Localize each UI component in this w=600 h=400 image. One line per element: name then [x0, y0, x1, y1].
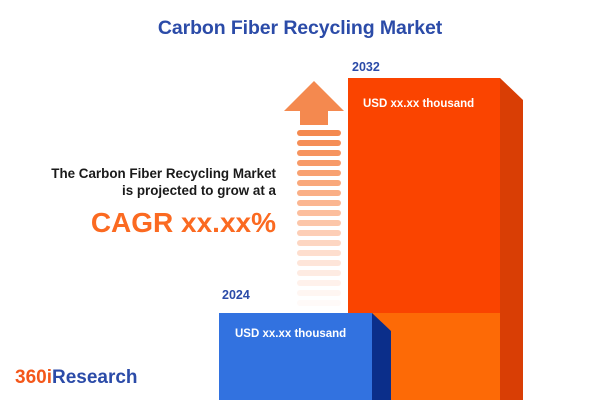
bar-2032-year-label: 2032	[352, 60, 380, 74]
bar-2024	[219, 313, 372, 400]
logo-prefix: 360i	[15, 367, 52, 388]
arrow-stripe	[297, 270, 341, 276]
arrow-stripe	[297, 170, 341, 176]
bar-2024-value-label: USD xx.xx thousand	[235, 328, 347, 340]
bar-2032-side-face	[500, 78, 523, 400]
page-title: Carbon Fiber Recycling Market	[157, 17, 443, 39]
arrow-stripe	[297, 220, 341, 226]
arrow-stripe	[297, 160, 341, 166]
bar-2024-year-label: 2024	[222, 288, 250, 302]
arrow-stripe	[297, 210, 341, 216]
upward-growth-arrow-icon	[283, 80, 345, 306]
arrow-stripe	[297, 130, 341, 136]
cagr-callout: The Carbon Fiber Recycling Market is pro…	[18, 165, 276, 243]
arrow-head-icon	[284, 81, 344, 125]
arrow-stripe	[297, 180, 341, 186]
arrow-stripe	[297, 290, 341, 296]
arrow-stripe	[297, 200, 341, 206]
bar-2032-value-label: USD xx.xx thousand	[363, 98, 475, 110]
arrow-stripe	[297, 260, 341, 266]
cagr-callout-line-2: is projected to grow at a	[121, 183, 276, 198]
arrow-stripe	[297, 150, 341, 156]
brand-logo[interactable]: 360iResearch	[15, 367, 138, 389]
arrow-stripe	[297, 230, 341, 236]
cagr-value: CAGR xx.xx%	[90, 207, 276, 238]
arrow-stripe	[297, 140, 341, 146]
cagr-callout-line-1: The Carbon Fiber Recycling Market	[51, 166, 276, 181]
logo-suffix: Research	[51, 367, 138, 388]
arrow-stripe	[297, 240, 341, 246]
bar-2024-side-face	[372, 313, 391, 400]
arrow-stripe	[297, 250, 341, 256]
arrow-stripe	[297, 300, 341, 306]
arrow-stripe	[297, 280, 341, 286]
arrow-stripe	[297, 190, 341, 196]
